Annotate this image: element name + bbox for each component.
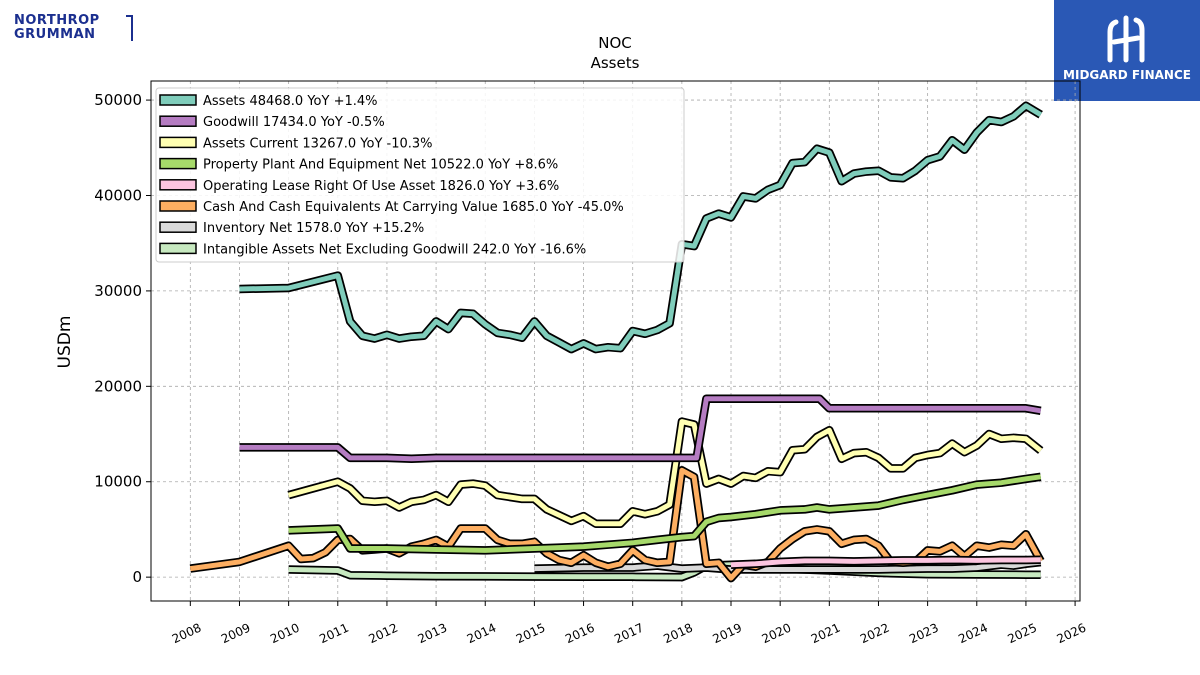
y-tick-label: 0: [132, 568, 142, 586]
x-tick-label: 2008: [170, 621, 204, 647]
chart-title: NOC: [598, 34, 632, 52]
logo-bracket-mark: [126, 15, 133, 41]
series-line: [288, 562, 1041, 580]
x-tick-label: 2021: [809, 621, 843, 647]
y-tick-label: 30000: [94, 282, 142, 300]
legend-label: Operating Lease Right Of Use Asset 1826.…: [203, 179, 559, 194]
series-line: [239, 103, 1042, 352]
x-tick-label: 2020: [760, 621, 794, 647]
logo-brand-text: MIDGARD FINANCE: [1063, 68, 1191, 82]
x-tick-label: 2009: [219, 621, 253, 647]
legend-label: Assets 48468.0 YoY +1.4%: [203, 94, 378, 109]
y-tick-label: 50000: [94, 91, 142, 109]
logo-text-line2: GRUMMAN: [14, 27, 96, 42]
x-axis-ticks: 2008 2009 2010 2011 2012 2013 2014 2015 2016 2017…: [170, 601, 1088, 646]
series-line: [288, 474, 1042, 553]
legend-label: Intangible Assets Net Excluding Goodwill…: [203, 242, 586, 257]
legend-swatch: [159, 179, 197, 191]
series-line: [239, 396, 1042, 462]
logo-text-line1: NORTHROP: [14, 13, 100, 28]
y-axis-label: USDm: [55, 316, 75, 369]
series-line: [730, 557, 1041, 568]
legend-swatch: [159, 242, 197, 255]
legend-swatch: [159, 115, 197, 127]
x-tick-label: 2011: [317, 621, 351, 647]
northrop-grumman-logo: NORTHROP GRUMMAN: [14, 14, 134, 42]
x-tick-label: 2026: [1055, 621, 1089, 647]
series-line: [287, 419, 1043, 527]
midgard-finance-logo: MIDGARD FINANCE: [1054, 0, 1200, 101]
chart-subtitle: Assets: [591, 54, 640, 72]
y-tick-label: 40000: [94, 186, 142, 204]
legend-swatch: [159, 221, 197, 233]
legend-label: Property Plant And Equipment Net 10522.0…: [203, 158, 558, 173]
x-tick-label: 2018: [661, 621, 695, 647]
legend-label: Goodwill 17434.0 YoY -0.5%: [203, 115, 385, 130]
legend-swatch: [159, 200, 197, 212]
x-tick-label: 2024: [956, 621, 990, 647]
y-tick-label: 10000: [94, 473, 142, 491]
x-tick-label: 2019: [711, 621, 745, 647]
x-tick-label: 2012: [366, 621, 400, 647]
x-tick-label: 2013: [416, 621, 450, 647]
x-tick-label: 2016: [563, 621, 597, 647]
legend-box: [155, 87, 685, 263]
legend-swatch: [159, 94, 197, 106]
legend: Assets 48468.0 YoY +1.4% Goodwill 17434.0…: [155, 87, 685, 263]
x-tick-label: 2014: [465, 621, 499, 647]
y-tick-label: 20000: [94, 377, 142, 395]
x-tick-label: 2025: [1005, 621, 1039, 647]
y-axis-ticks: 0 10000 20000 30000 40000 50000: [94, 91, 151, 586]
plot-frame: [150, 80, 1081, 602]
legend-swatch: [159, 136, 197, 149]
legend-label: Assets Current 13267.0 YoY -10.3%: [203, 136, 433, 151]
midgard-emblem-icon: [1107, 15, 1145, 63]
legend-label: Inventory Net 1578.0 YoY +15.2%: [203, 221, 424, 236]
x-tick-label: 2023: [907, 621, 941, 647]
legend-label: Cash And Cash Equivalents At Carrying Va…: [203, 200, 624, 215]
x-tick-label: 2010: [268, 621, 302, 647]
x-tick-label: 2017: [612, 621, 646, 647]
series-line: [534, 559, 1041, 572]
x-tick-label: 2022: [858, 621, 892, 647]
legend-swatch: [159, 157, 197, 170]
x-tick-label: 2015: [514, 621, 548, 647]
series-lines: [189, 101, 1045, 583]
